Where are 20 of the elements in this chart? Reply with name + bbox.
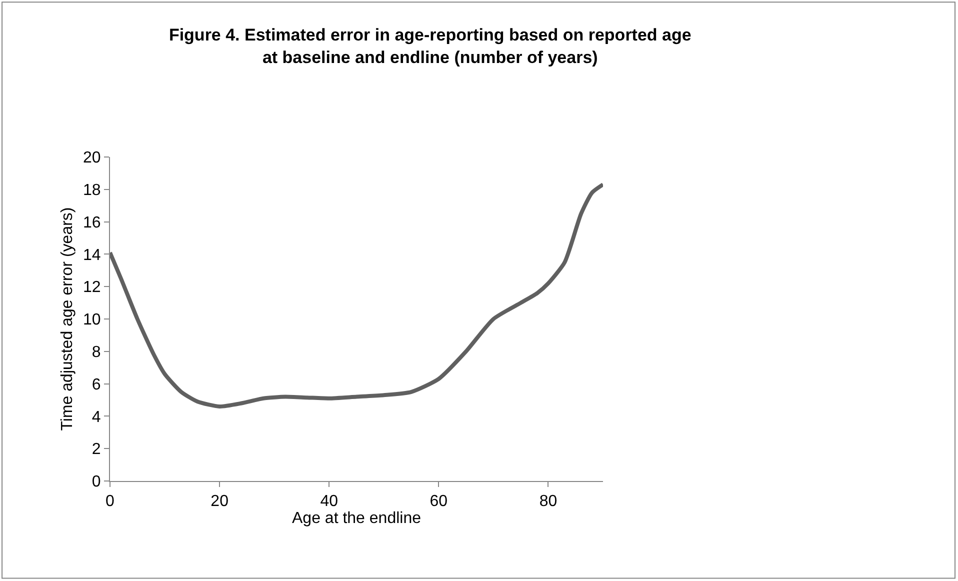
y-tick-label: 18 xyxy=(83,182,101,199)
y-tick-label: 16 xyxy=(83,214,101,232)
x-axis-title: Age at the endline xyxy=(292,510,422,528)
y-tick-label: 14 xyxy=(83,246,101,264)
y-axis-title: Time adjusted age error (years) xyxy=(58,207,76,431)
y-tick-label: 20 xyxy=(83,150,101,167)
x-tick-label: 20 xyxy=(210,493,229,510)
y-tick-label: 8 xyxy=(92,344,101,361)
x-tick-label: 60 xyxy=(430,493,448,510)
y-tick-label: 6 xyxy=(92,376,101,394)
y-tick-label: 0 xyxy=(92,474,101,491)
y-tick-label: 12 xyxy=(83,279,101,296)
y-tick-label: 10 xyxy=(83,312,101,329)
line-series xyxy=(110,182,603,408)
chart-title: Figure 4. Estimated error in age-reporting based on reported age at baseline and endline (number of years) xyxy=(168,26,692,67)
x-tick-label: 40 xyxy=(320,493,338,510)
y-tick-label: 4 xyxy=(92,408,101,426)
x-tick-label: 80 xyxy=(539,493,558,510)
x-tick-label: 0 xyxy=(106,493,115,510)
y-tick-label: 2 xyxy=(92,441,101,458)
